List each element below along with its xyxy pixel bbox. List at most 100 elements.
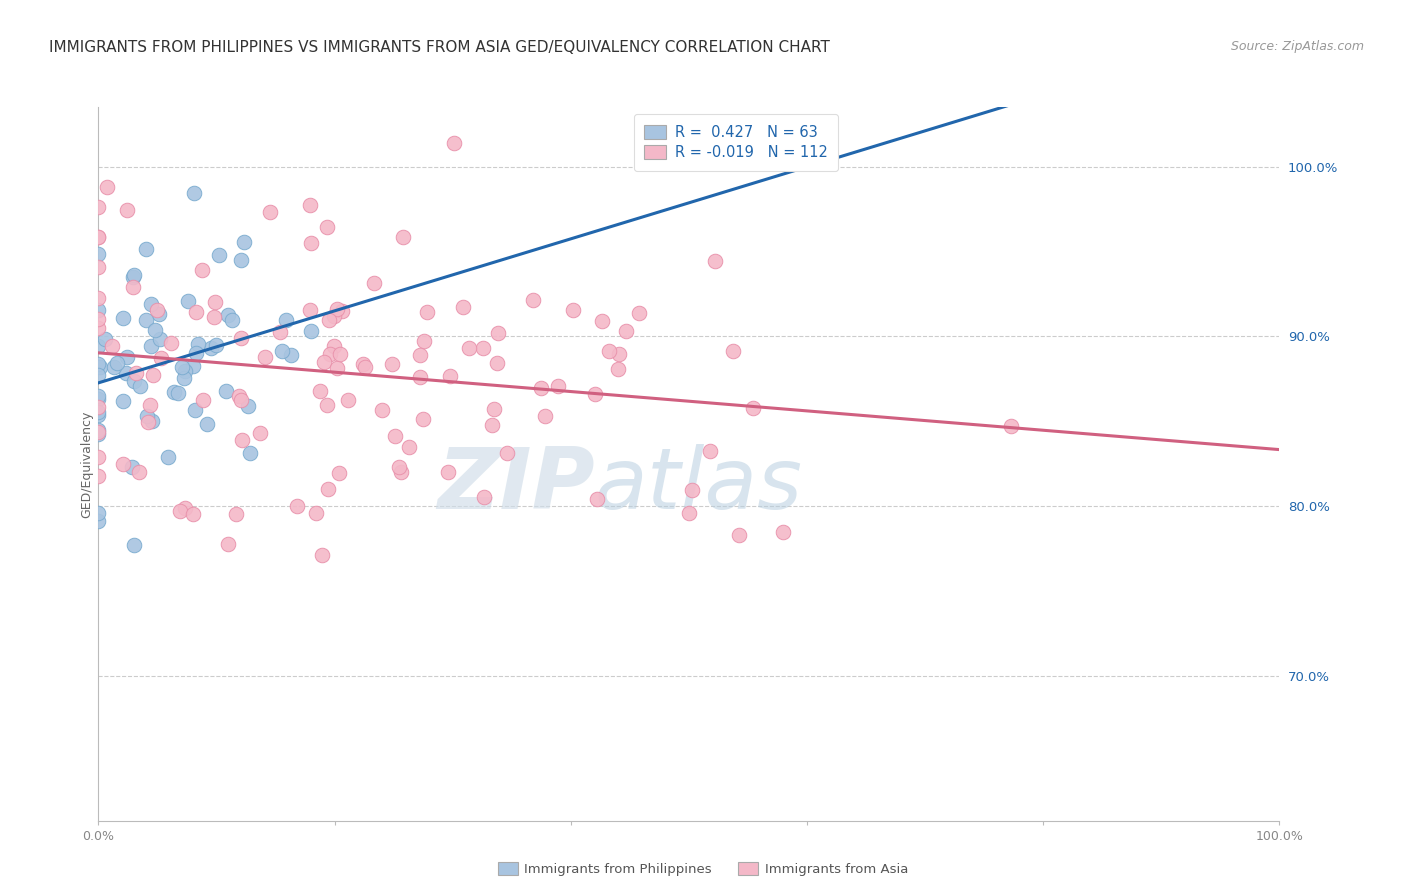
Point <box>87 200 110 214</box>
Point <box>309 384 332 398</box>
Point <box>591 314 613 328</box>
Point <box>139 398 162 412</box>
Point <box>298 198 321 212</box>
Point <box>299 235 322 250</box>
Point <box>87 426 110 441</box>
Point <box>87 469 110 483</box>
Point <box>704 254 727 268</box>
Point <box>614 324 637 338</box>
Point <box>111 457 134 471</box>
Point <box>87 514 110 528</box>
Point <box>316 219 339 234</box>
Point <box>561 302 583 317</box>
Point <box>87 408 110 422</box>
Point <box>202 310 225 324</box>
Point <box>204 295 226 310</box>
Point <box>533 409 555 424</box>
Point <box>115 202 138 217</box>
Point <box>128 379 150 393</box>
Point <box>122 269 145 284</box>
Point <box>173 500 195 515</box>
Point <box>166 385 188 400</box>
Point <box>177 294 200 309</box>
Point <box>391 229 413 244</box>
Point <box>217 537 239 551</box>
Point <box>128 465 150 479</box>
Point <box>103 360 125 375</box>
Point <box>87 368 110 382</box>
Point <box>87 339 110 353</box>
Point <box>184 305 207 319</box>
Point <box>772 524 794 539</box>
Point <box>1000 418 1022 433</box>
Point <box>409 348 432 362</box>
Point <box>197 417 219 431</box>
Point <box>148 307 170 321</box>
Point <box>699 444 721 458</box>
Point <box>146 303 169 318</box>
Point <box>112 394 135 409</box>
Point <box>135 243 157 257</box>
Point <box>371 402 394 417</box>
Point <box>229 252 252 267</box>
Point <box>208 247 231 261</box>
Point <box>87 506 110 520</box>
Point <box>87 260 110 274</box>
Point <box>728 527 751 541</box>
Point <box>270 343 292 358</box>
Point <box>721 344 744 359</box>
Point <box>87 321 110 335</box>
Point <box>318 313 340 327</box>
Point <box>87 405 110 419</box>
Point <box>254 350 277 364</box>
Point <box>142 368 165 382</box>
Point <box>627 306 650 320</box>
Point <box>337 392 360 407</box>
Point <box>183 186 205 200</box>
Point <box>398 441 420 455</box>
Point <box>135 409 157 423</box>
Point <box>482 401 505 416</box>
Legend: R =  0.427   N = 63, R = -0.019   N = 112: R = 0.427 N = 63, R = -0.019 N = 112 <box>634 114 838 170</box>
Point <box>352 357 374 371</box>
Point <box>121 459 143 474</box>
Point <box>322 339 344 353</box>
Point <box>316 398 339 412</box>
Point <box>117 351 139 365</box>
Point <box>183 507 205 521</box>
Point <box>280 348 302 362</box>
Point <box>598 343 620 358</box>
Point <box>409 369 432 384</box>
Point <box>328 466 350 480</box>
Y-axis label: GED/Equivalency: GED/Equivalency <box>80 410 93 517</box>
Point <box>319 346 342 360</box>
Point <box>326 301 349 316</box>
Point <box>173 371 195 385</box>
Point <box>239 446 262 460</box>
Point <box>89 359 111 374</box>
Point <box>174 364 197 378</box>
Point <box>101 338 124 352</box>
Point <box>481 417 503 432</box>
Point <box>326 361 349 376</box>
Point <box>122 538 145 552</box>
Point <box>228 389 250 403</box>
Point <box>149 351 172 365</box>
Point <box>125 366 148 380</box>
Point <box>451 300 474 314</box>
Point <box>285 499 308 513</box>
Point <box>231 434 253 448</box>
Point <box>485 356 508 370</box>
Point <box>121 280 143 294</box>
Point <box>187 337 209 351</box>
Point <box>259 205 281 219</box>
Legend: Immigrants from Philippines, Immigrants from Asia: Immigrants from Philippines, Immigrants … <box>492 856 914 881</box>
Point <box>136 415 159 429</box>
Point <box>229 331 252 345</box>
Point <box>233 235 256 249</box>
Point <box>87 392 110 406</box>
Point <box>87 230 110 244</box>
Point <box>87 425 110 439</box>
Point <box>678 506 700 520</box>
Point <box>141 339 163 353</box>
